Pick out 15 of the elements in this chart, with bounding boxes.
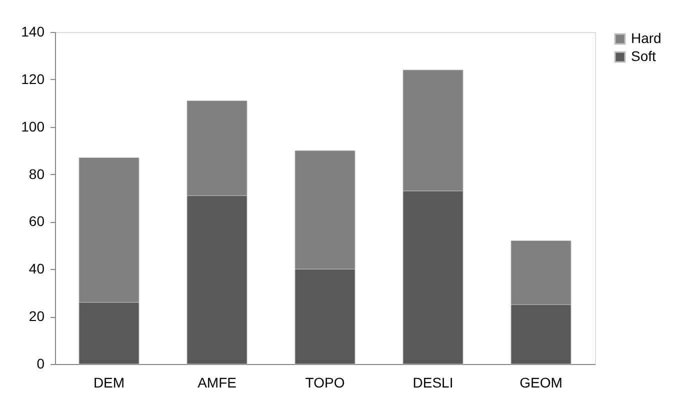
x-tick-label: DESLI	[412, 374, 454, 390]
x-tick-label: TOPO	[305, 374, 345, 390]
y-tick-label: 140	[21, 24, 45, 40]
x-tick-label: DEM	[93, 374, 125, 390]
y-tick-label: 60	[28, 213, 45, 230]
legend-label: Soft	[631, 48, 656, 64]
legend-label: Hard	[631, 30, 662, 46]
y-tick-label: 100	[21, 118, 45, 134]
y-tick-label: 20	[28, 308, 45, 324]
y-tick-label: 0	[36, 356, 45, 372]
x-tick-label: GEOM	[520, 374, 562, 390]
y-tick-label: 80	[28, 166, 45, 182]
y-tick-label: 40	[28, 260, 45, 277]
x-tick-label: AMFE	[198, 374, 236, 390]
y-tick-label: 120	[21, 70, 45, 87]
